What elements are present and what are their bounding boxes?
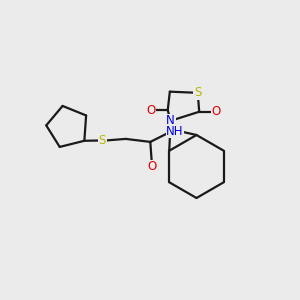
Text: O: O — [211, 105, 220, 118]
Text: S: S — [99, 134, 106, 147]
Text: N: N — [166, 114, 175, 127]
Text: S: S — [194, 86, 201, 99]
Text: O: O — [147, 104, 156, 117]
Text: NH: NH — [166, 125, 184, 138]
Text: O: O — [147, 160, 156, 173]
